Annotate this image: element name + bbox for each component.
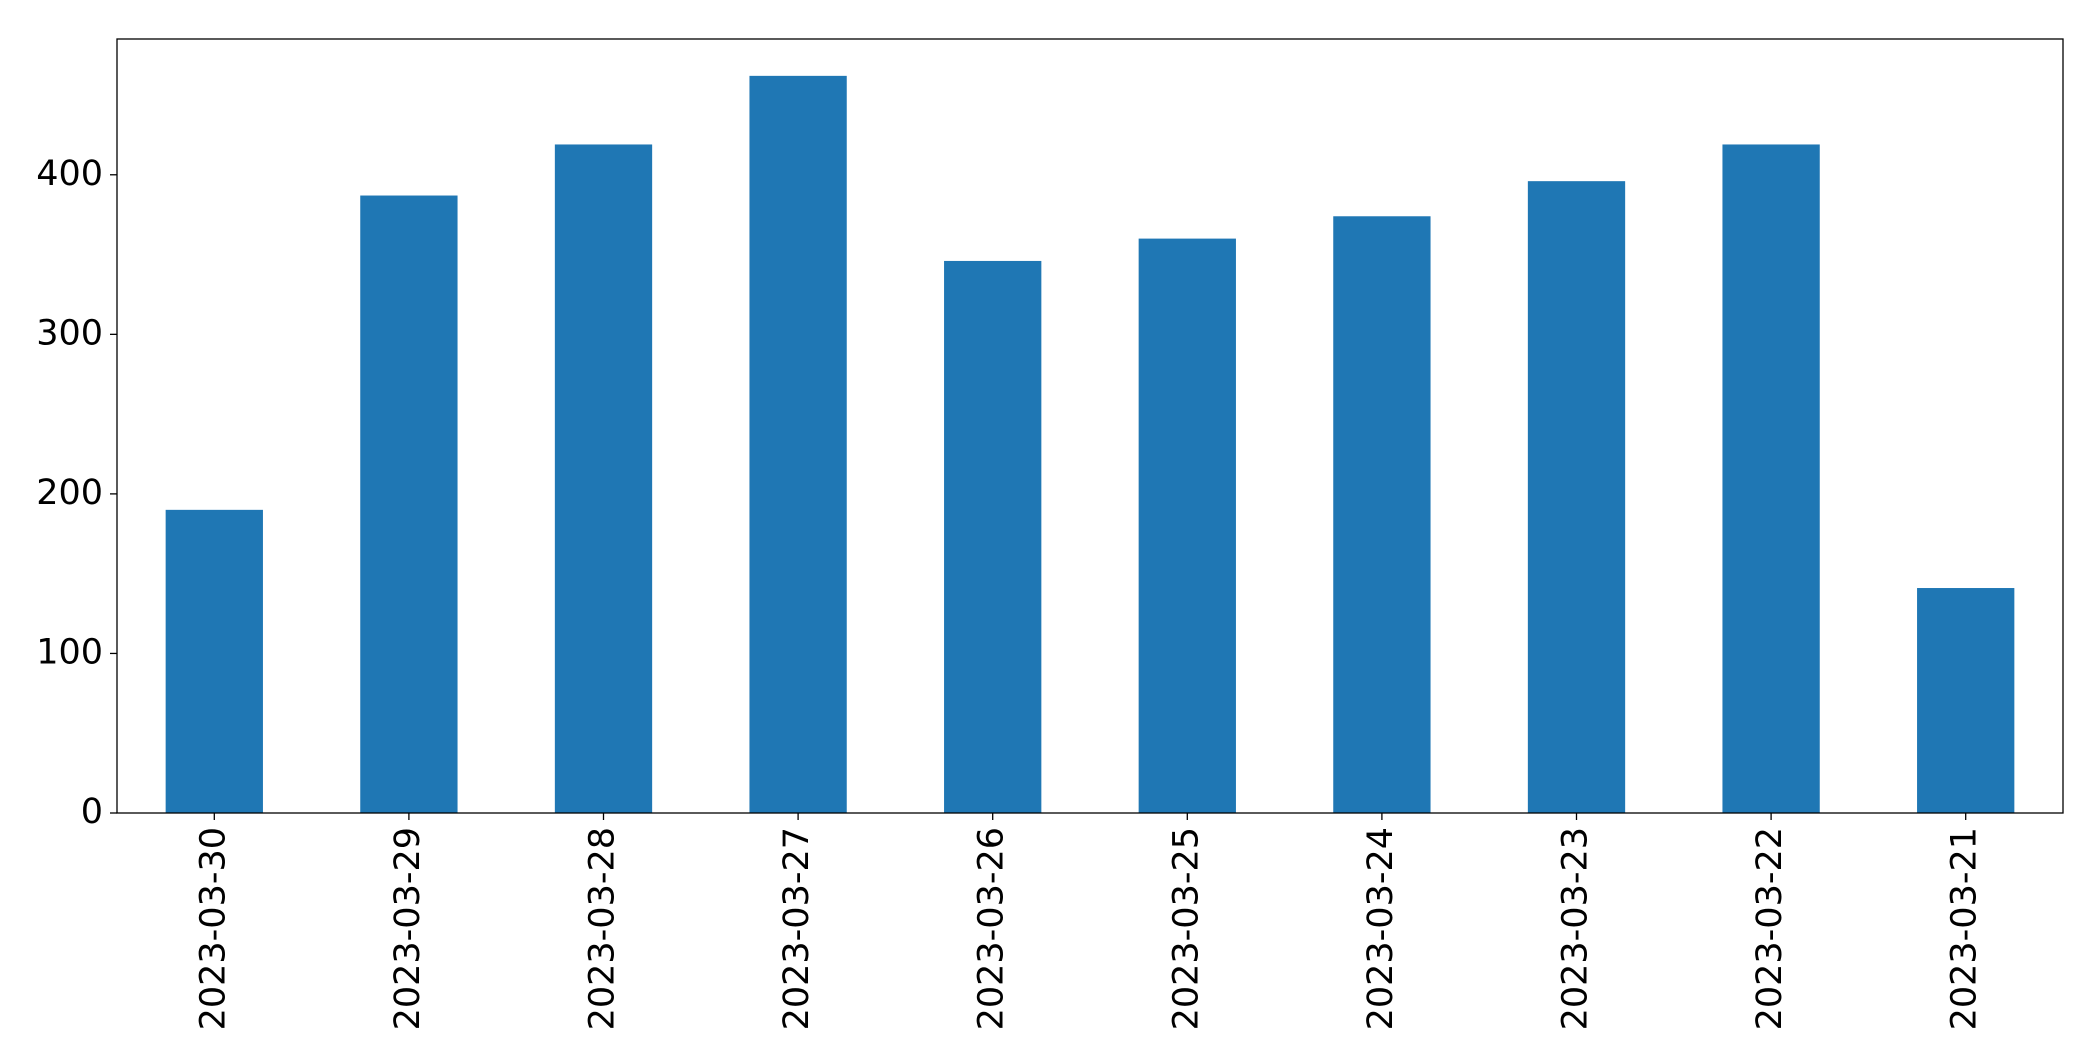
x-tick-label: 2023-03-24 bbox=[1361, 827, 1401, 1030]
y-tick-label: 300 bbox=[36, 313, 103, 353]
y-tick-label: 0 bbox=[81, 792, 103, 832]
x-tick-label: 2023-03-28 bbox=[583, 827, 623, 1030]
x-tick-label: 2023-03-26 bbox=[972, 827, 1012, 1030]
x-tick-label: 2023-03-27 bbox=[777, 827, 817, 1030]
y-tick-label: 400 bbox=[36, 154, 103, 194]
x-tick-label: 2023-03-21 bbox=[1945, 827, 1985, 1030]
x-tick-label: 2023-03-25 bbox=[1166, 827, 1206, 1030]
y-tick-label: 200 bbox=[36, 473, 103, 513]
bar bbox=[165, 509, 263, 813]
bar bbox=[749, 75, 847, 814]
bar bbox=[554, 144, 653, 813]
bar bbox=[1333, 216, 1431, 813]
plot-frame bbox=[116, 38, 2064, 814]
bar bbox=[360, 195, 458, 813]
x-tick-label: 2023-03-23 bbox=[1556, 827, 1596, 1030]
bar bbox=[1527, 181, 1626, 813]
x-tick-label: 2023-03-29 bbox=[388, 827, 428, 1030]
bar bbox=[1138, 238, 1236, 813]
bar bbox=[944, 260, 1042, 813]
bar bbox=[1917, 588, 2015, 813]
x-tick-label: 2023-03-22 bbox=[1750, 827, 1790, 1030]
bar bbox=[1722, 144, 1820, 813]
x-tick-label: 2023-03-30 bbox=[193, 827, 233, 1030]
y-tick-label: 100 bbox=[36, 632, 103, 672]
